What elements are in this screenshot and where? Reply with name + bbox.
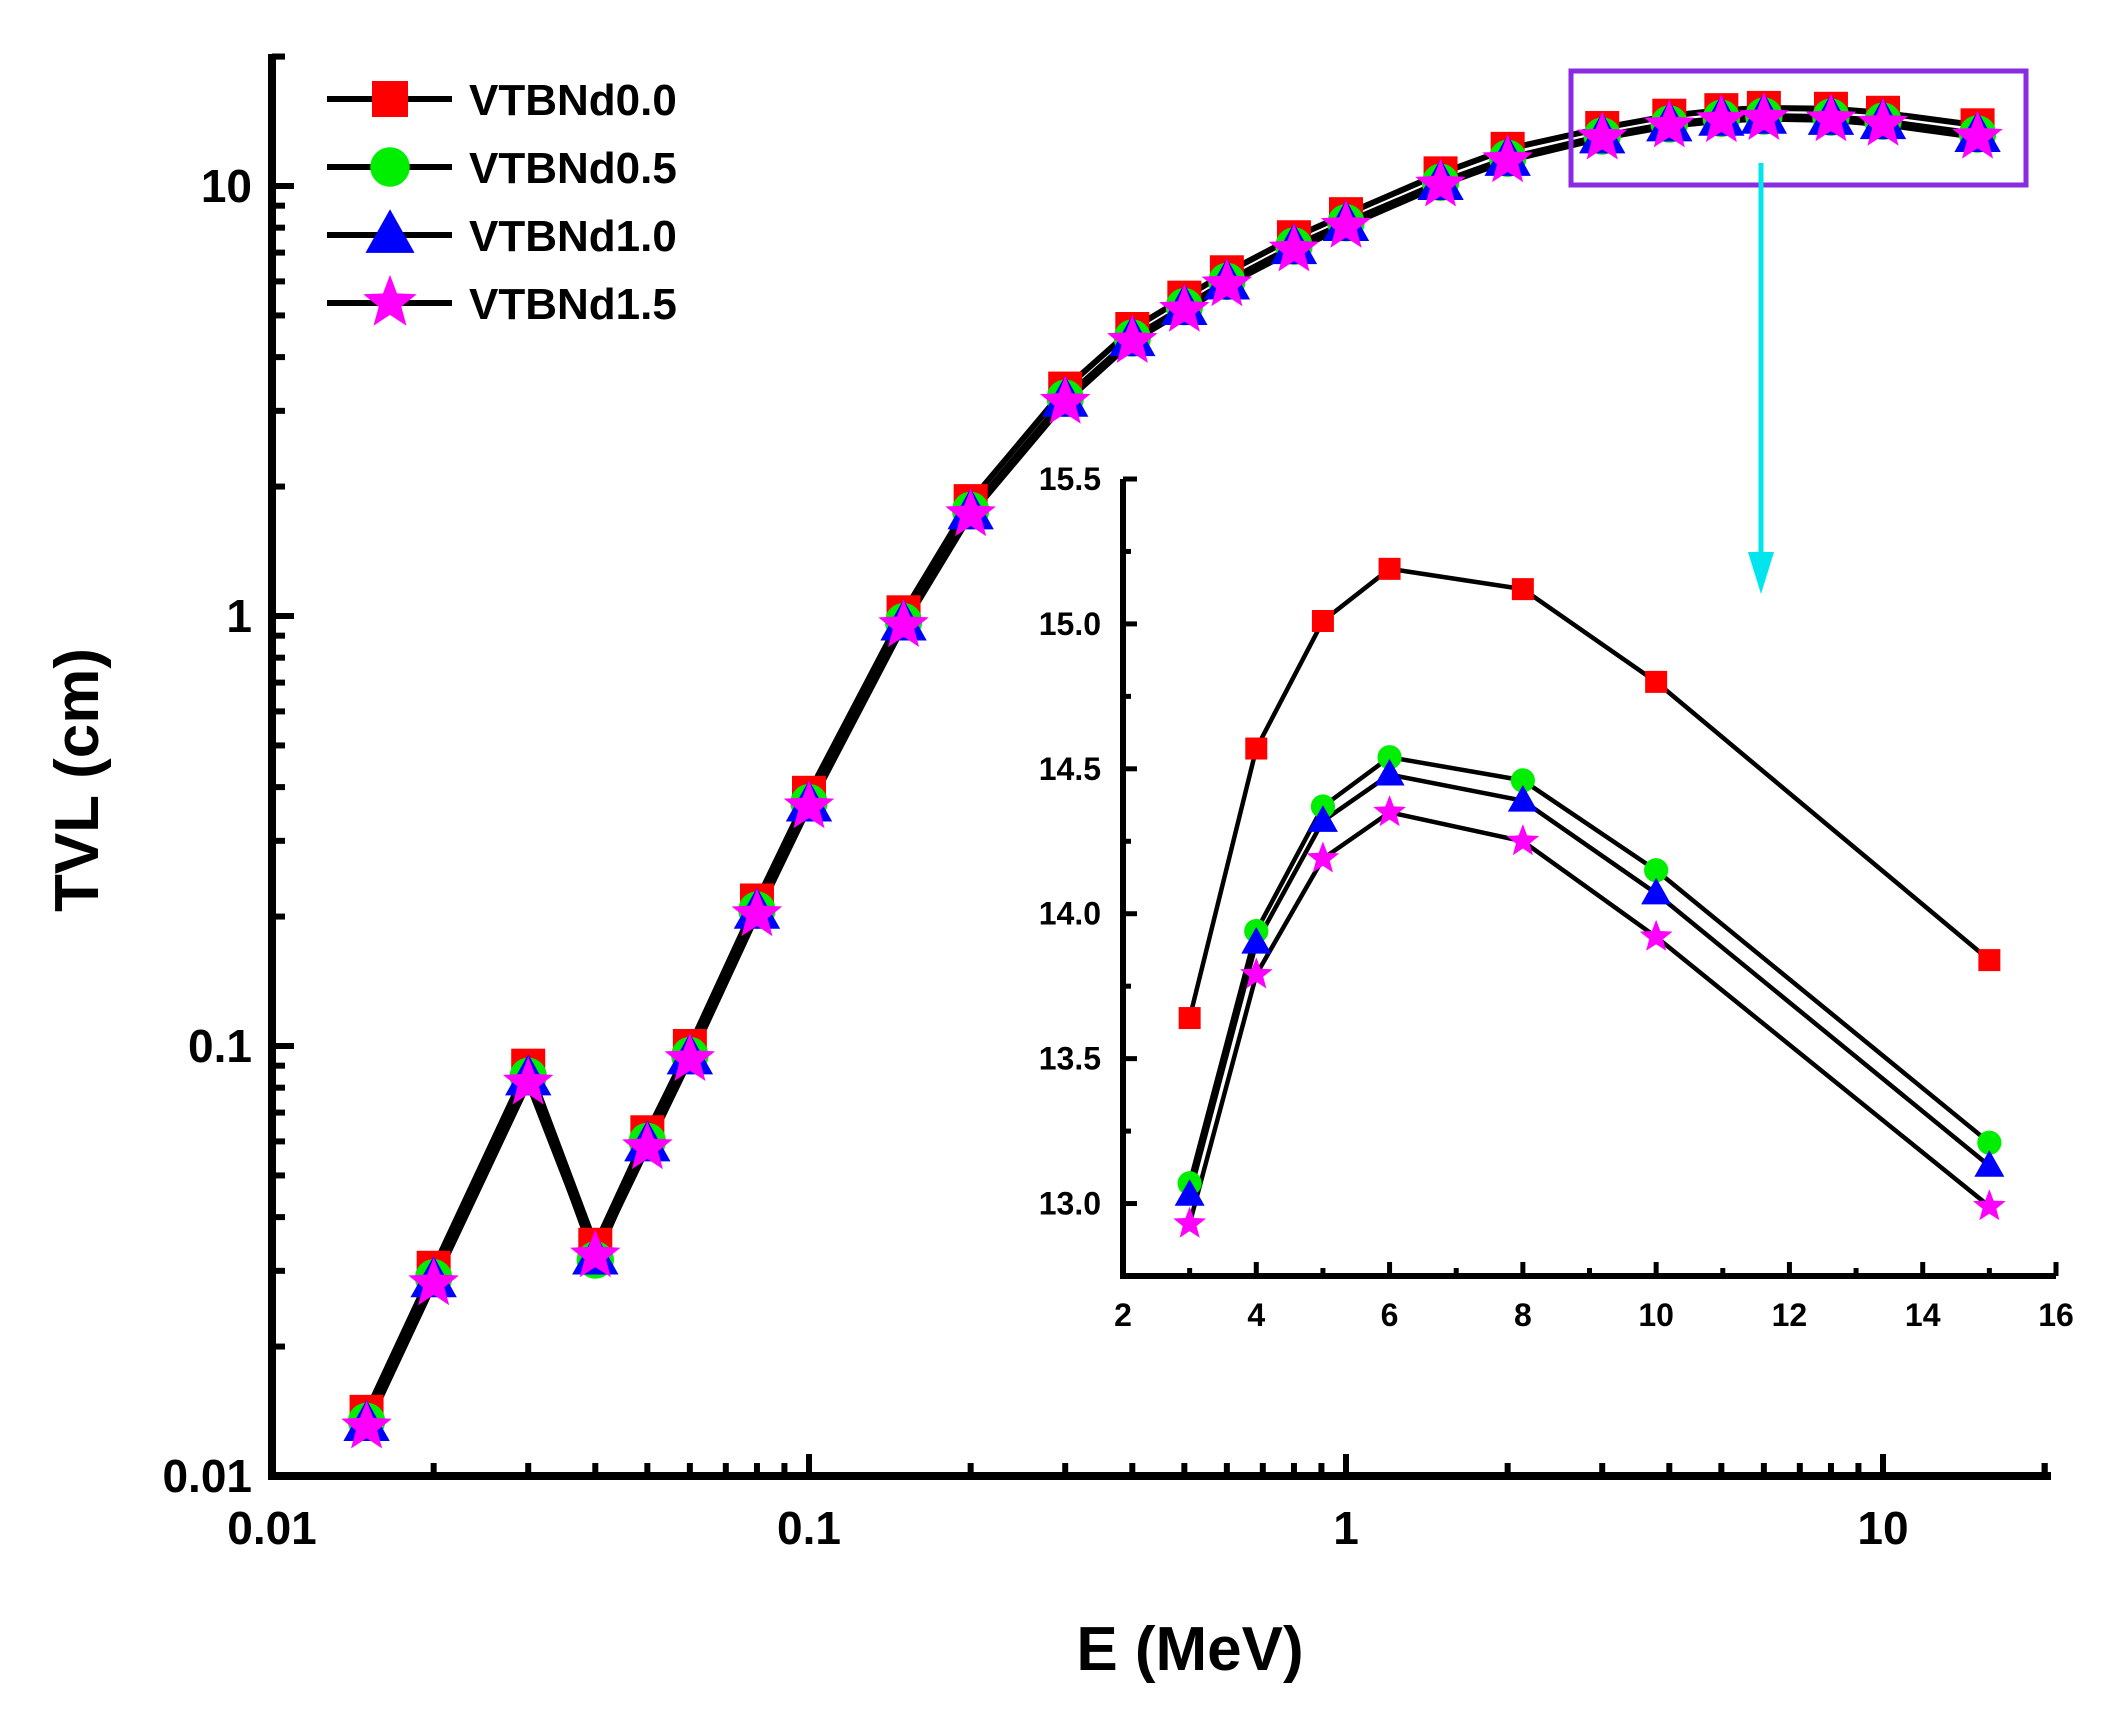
inset-y-tick-label: 13.5	[1039, 1041, 1101, 1077]
data-point-VTBNd1.5	[878, 599, 929, 647]
inset-series-line-VTBNd1.0	[1187, 772, 1991, 1196]
data-point-VTBNd1.5	[1107, 314, 1158, 363]
data-point-VTBNd1.5	[341, 1400, 392, 1449]
data-point-VTBNd1.5	[1738, 92, 1790, 140]
x-axis-label: E (MeV)	[1076, 1615, 1303, 1684]
inset-data-point-VTBNd0.5	[1977, 1130, 2002, 1155]
data-point-VTBNd1.5	[1577, 111, 1628, 160]
inset-data-point-VTBNd1.0	[1241, 926, 1272, 954]
legend-label: VTBNd0.0	[469, 76, 677, 125]
inset-data-point-VTBNd0.0	[1378, 557, 1401, 580]
inset-y-tick-label: 15.0	[1039, 606, 1101, 642]
inset-x-tick-label: 6	[1381, 1297, 1399, 1333]
data-point-VTBNd1.5	[1201, 258, 1253, 307]
inset-data-point-VTBNd1.5	[1240, 957, 1273, 989]
inset-data-point-VTBNd1.5	[1506, 824, 1540, 856]
inset-data-point-VTBNd0.0	[1645, 670, 1668, 693]
y-tick-label: 10	[201, 160, 252, 212]
inset-y-tick-label: 14.5	[1039, 751, 1101, 787]
inset-x-tick-label: 14	[1905, 1297, 1941, 1333]
inset-series-line-VTBNd0.5	[1187, 754, 1991, 1184]
inset-data-point-VTBNd1.0	[1307, 805, 1338, 832]
legend-label: VTBNd1.0	[469, 212, 677, 261]
legend-item-VTBNd0.5: VTBNd0.5	[327, 144, 677, 193]
zoom-arrow-head-icon	[1748, 552, 1774, 594]
data-point-VTBNd1.5	[503, 1056, 554, 1105]
inset-x-tick-label: 10	[1638, 1297, 1674, 1333]
y-axis-label: TVL (cm)	[43, 648, 112, 912]
inset-x-tick-label: 2	[1114, 1297, 1132, 1333]
data-point-VTBNd1.5	[1268, 223, 1320, 272]
inset-data-point-VTBNd0.0	[1311, 610, 1334, 633]
inset-data-point-VTBNd0.0	[1978, 949, 2001, 972]
y-tick-label: 1	[226, 590, 252, 642]
inset-x-tick-label: 16	[2038, 1297, 2074, 1333]
x-tick-label: 10	[1857, 1502, 1908, 1554]
data-point-VTBNd1.5	[1952, 110, 2003, 159]
data-point-VTBNd1.5	[1805, 93, 1857, 142]
data-point-VTBNd1.5	[783, 780, 835, 829]
x-tick-label: 0.1	[777, 1502, 841, 1554]
data-point-VTBNd1.5	[408, 1257, 459, 1306]
legend-item-VTBNd1.0: VTBNd1.0	[327, 209, 677, 261]
inset-y-tick-label: 13.0	[1039, 1186, 1101, 1222]
x-tick-label: 1	[1333, 1502, 1359, 1554]
inset-data-point-VTBNd1.0	[1507, 784, 1538, 812]
inset-y-tick-label: 15.5	[1039, 461, 1101, 497]
inset-series-line-VTBNd1.5	[1187, 810, 1991, 1225]
inset-data-point-VTBNd1.5	[1973, 1189, 2006, 1221]
y-tick-label: 0.1	[188, 1020, 252, 1072]
inset-data-point-VTBNd0.5	[1644, 858, 1669, 883]
x-tick-label: 0.01	[227, 1502, 317, 1554]
data-point-VTBNd1.5	[945, 488, 996, 537]
inset-data-point-VTBNd1.0	[1641, 877, 1672, 905]
inset-data-point-VTBNd1.5	[1373, 795, 1406, 827]
inset-data-point-VTBNd1.0	[1374, 758, 1405, 786]
data-point-VTBNd1.5	[1482, 134, 1533, 183]
inset-data-point-VTBNd1.0	[1974, 1150, 2005, 1177]
data-point-VTBNd1.5	[1644, 99, 1695, 148]
data-point-VTBNd1.5	[1696, 94, 1747, 143]
inset-data-point-VTBNd0.5	[1510, 768, 1535, 793]
data-point-VTBNd1.5	[1320, 199, 1372, 248]
inset-data-point-VTBNd1.0	[1174, 1179, 1205, 1206]
inset-data-point-VTBNd0.5	[1377, 745, 1402, 770]
inset-data-point-VTBNd0.0	[1511, 578, 1534, 601]
legend-item-VTBNd0.0: VTBNd0.0	[327, 76, 677, 125]
inset-data-point-VTBNd0.0	[1245, 737, 1268, 760]
legend-label: VTBNd0.5	[469, 144, 677, 193]
inset-series-line-VTBNd0.0	[1187, 566, 1991, 1019]
data-point-VTBNd1.5	[1040, 375, 1091, 424]
inset-x-tick-label: 12	[1772, 1297, 1808, 1333]
inset-data-point-VTBNd0.0	[1178, 1007, 1201, 1030]
legend-marker-circle-icon	[370, 147, 410, 187]
inset-y-tick-label: 14.0	[1039, 896, 1101, 932]
inset-data-point-VTBNd1.5	[1306, 841, 1340, 873]
legend-marker-triangle-icon	[365, 209, 415, 253]
data-point-VTBNd1.5	[1857, 97, 1909, 146]
highlight-box	[1568, 68, 2029, 188]
legend-item-VTBNd1.5: VTBNd1.5	[327, 274, 677, 329]
data-point-VTBNd1.5	[622, 1121, 673, 1170]
inset-data-point-VTBNd1.5	[1639, 919, 1673, 951]
data-point-VTBNd1.5	[664, 1033, 716, 1081]
legend-marker-square-icon	[372, 81, 408, 117]
data-point-VTBNd1.5	[570, 1229, 621, 1278]
data-point-VTBNd1.5	[1159, 283, 1210, 332]
inset-data-point-VTBNd1.5	[1173, 1206, 1206, 1238]
y-tick-label: 0.01	[162, 1450, 252, 1502]
legend-marker-star-icon	[363, 274, 417, 326]
inset-x-tick-label: 4	[1247, 1297, 1265, 1333]
inset-x-tick-label: 8	[1514, 1297, 1532, 1333]
data-point-VTBNd1.5	[731, 888, 783, 937]
legend-label: VTBNd1.5	[469, 280, 677, 329]
data-point-VTBNd1.5	[1415, 158, 1466, 207]
